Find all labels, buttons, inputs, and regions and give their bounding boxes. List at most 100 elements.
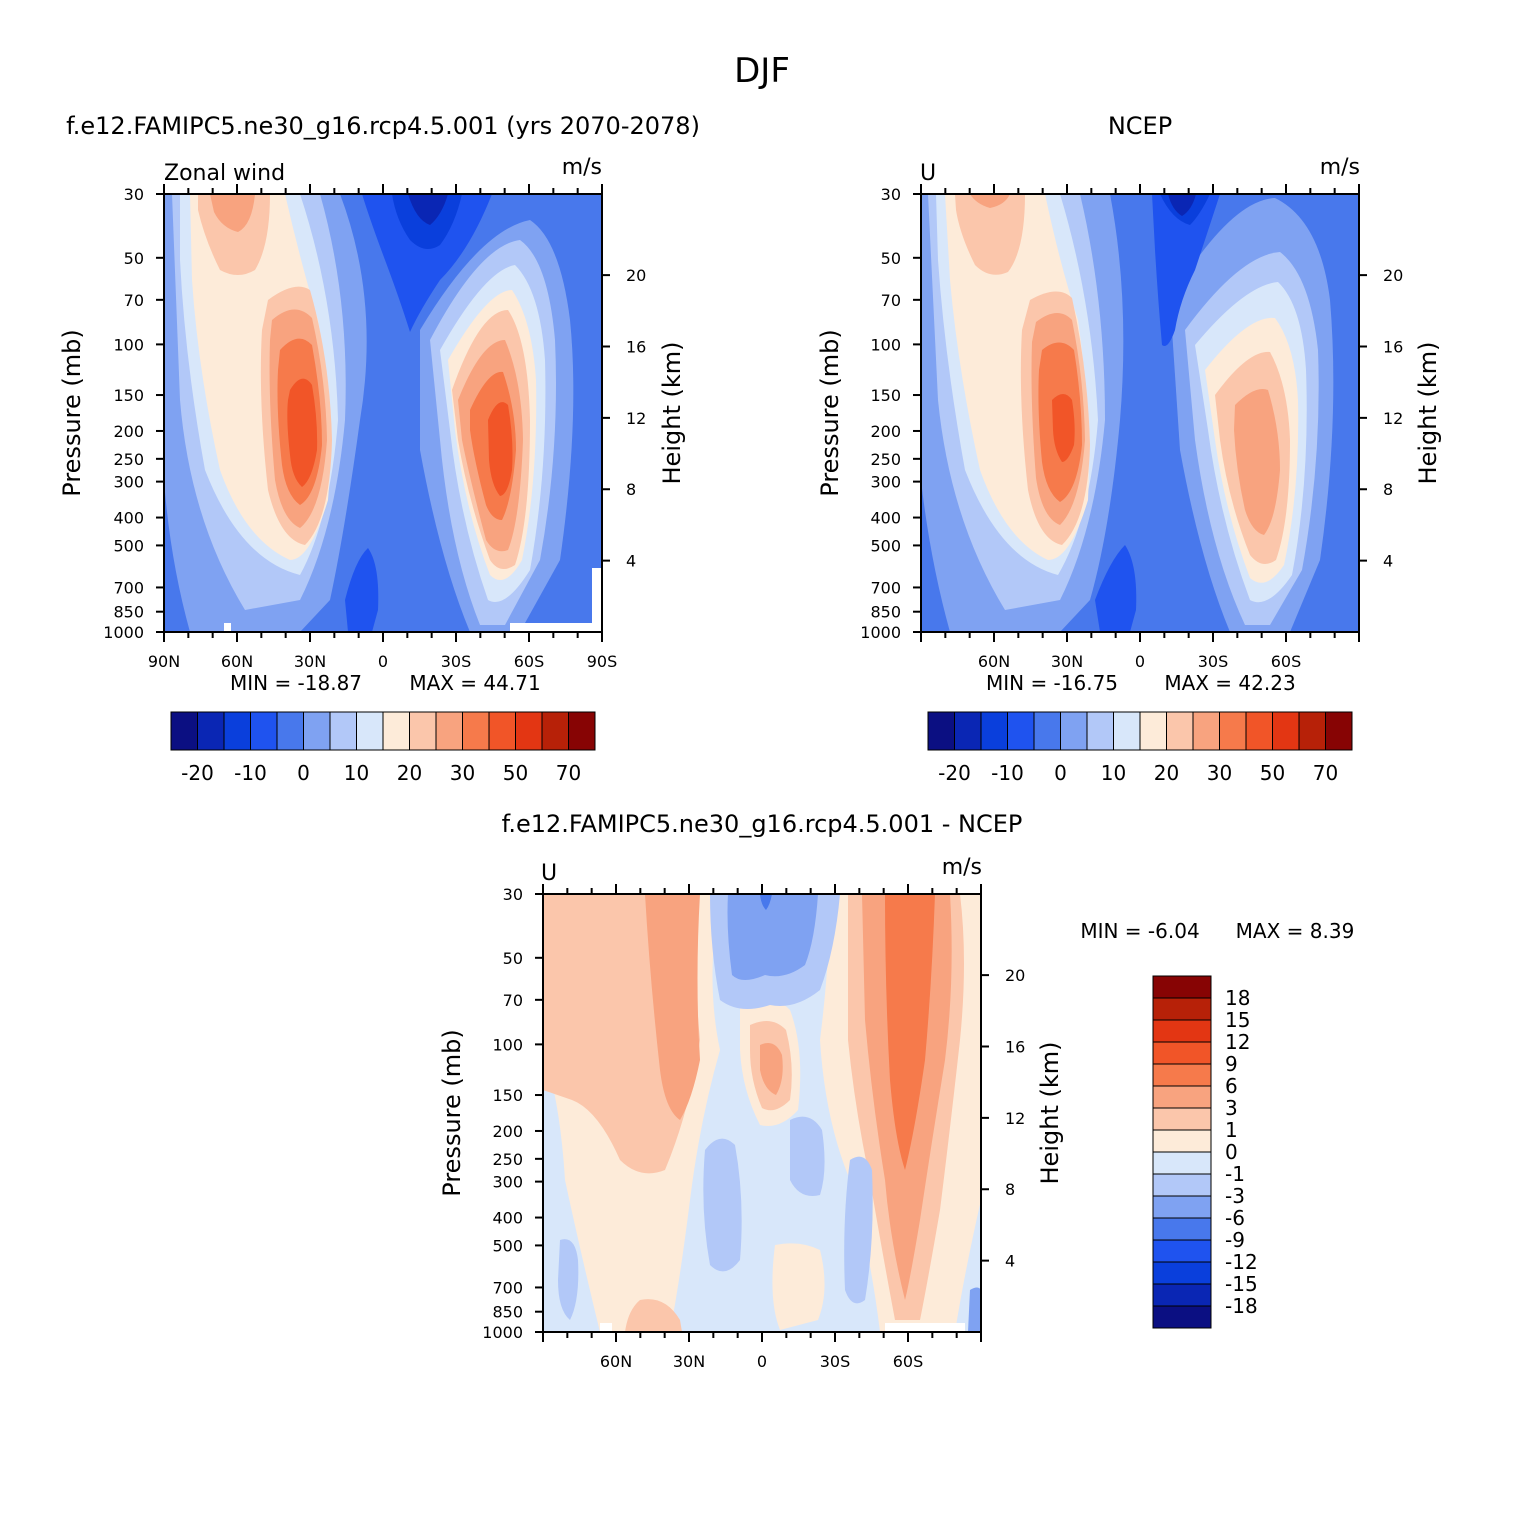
panel-right-units: m/s — [1320, 155, 1360, 180]
pressure-tick-label: 50 — [881, 249, 901, 268]
colorbar-swatch — [1152, 1041, 1212, 1065]
panel-right-min: MIN = -16.75 — [986, 671, 1118, 695]
x-tick-label: 60S — [1271, 652, 1302, 671]
panel-diff-contours — [543, 894, 981, 1332]
colorbar-swatch — [1152, 1019, 1212, 1043]
colorbar-swatch — [1086, 711, 1114, 751]
x-tick-label: 60S — [893, 1352, 924, 1371]
colorbar-swatch — [515, 711, 543, 751]
colorbar-label: 0 — [1225, 1140, 1238, 1164]
x-tick-label: 30S — [441, 652, 472, 671]
colorbar-swatch — [1152, 1107, 1212, 1131]
x-tick-label: 30N — [673, 1352, 705, 1371]
panel-right-colorbar: -20 -10 0 10 20 30 50 70 — [927, 711, 1353, 785]
pressure-tick-label: 100 — [113, 335, 144, 354]
height-tick-label: 20 — [626, 266, 646, 285]
colorbar-label: -12 — [1225, 1250, 1258, 1274]
colorbar-label: 0 — [1054, 761, 1067, 785]
colorbar-label: 50 — [1260, 761, 1285, 785]
height-tick-label: 20 — [1005, 966, 1025, 985]
colorbar-label: -6 — [1225, 1206, 1245, 1230]
colorbar-swatch — [409, 711, 437, 751]
panel-left-ylabel: Pressure (mb) — [58, 329, 86, 496]
contour-level-12 — [1052, 394, 1075, 462]
colorbar-label: 30 — [450, 761, 475, 785]
x-tick-label: 0 — [1135, 652, 1145, 671]
colorbar-label: 10 — [344, 761, 369, 785]
contour-level-10 — [760, 1042, 783, 1095]
pressure-tick-label: 50 — [503, 949, 523, 968]
x-tick-label: 0 — [378, 652, 388, 671]
x-tick-label: 60N — [600, 1352, 632, 1371]
panel-left-ylabel-right: Height (km) — [658, 342, 686, 485]
contour-level-3 — [345, 548, 379, 632]
x-tick-label: 30N — [1051, 652, 1083, 671]
colorbar-label: 9 — [1225, 1052, 1238, 1076]
panel-diff-min: MIN = -6.04 — [1080, 919, 1199, 943]
height-tick-label: 12 — [1383, 409, 1403, 428]
colorbar-label: 20 — [397, 761, 422, 785]
pressure-tick-label: 30 — [503, 885, 523, 904]
pressure-tick-label: 1000 — [482, 1323, 523, 1342]
colorbar-swatch — [1166, 711, 1194, 751]
pressure-tick-label: 150 — [870, 386, 901, 405]
contour-level-6 — [844, 1156, 873, 1304]
pressure-tick-label: 150 — [113, 386, 144, 405]
panel-diff-ylabel: Pressure (mb) — [438, 1029, 466, 1196]
colorbar-swatch — [197, 711, 225, 751]
height-tick-label: 16 — [1005, 1037, 1025, 1056]
colorbar-swatch — [1152, 1305, 1212, 1329]
colorbar-label: 3 — [1225, 1096, 1238, 1120]
pressure-tick-label: 700 — [113, 578, 144, 597]
colorbar-swatch — [1152, 1261, 1212, 1285]
height-tick-label: 8 — [626, 480, 636, 499]
panel-diff-ylabel-right: Height (km) — [1036, 1042, 1064, 1185]
colorbar-swatch — [356, 711, 384, 751]
colorbar-label: -3 — [1225, 1184, 1245, 1208]
colorbar-label: -20 — [181, 761, 214, 785]
colorbar-swatch — [303, 711, 331, 751]
colorbar-swatch — [1192, 711, 1220, 751]
pressure-tick-label: 30 — [124, 185, 144, 204]
colorbar-label: 0 — [297, 761, 310, 785]
panel-left-units: m/s — [562, 155, 602, 180]
contour-level-1 — [1168, 194, 1196, 216]
pressure-tick-label: 1000 — [860, 623, 901, 642]
colorbar-label: 12 — [1225, 1030, 1250, 1054]
colorbar-swatch — [927, 711, 955, 751]
colorbar-swatch — [276, 711, 304, 751]
pressure-tick-label: 250 — [492, 1150, 523, 1169]
colorbar-swatch — [1272, 711, 1300, 751]
pressure-tick-label: 250 — [870, 450, 901, 469]
colorbar-swatch — [250, 711, 278, 751]
colorbar-swatch — [568, 711, 596, 751]
missing-data — [224, 623, 231, 632]
colorbar-swatch — [1152, 1239, 1212, 1263]
colorbar-swatch — [1033, 711, 1061, 751]
contour-level-9 — [955, 194, 1025, 275]
pressure-tick-label: 1000 — [103, 623, 144, 642]
colorbar-label: -10 — [234, 761, 267, 785]
pressure-tick-label: 70 — [124, 291, 144, 310]
colorbar-swatch — [1152, 1195, 1212, 1219]
panel-left-variable: Zonal wind — [164, 161, 285, 186]
x-tick-label: 90N — [148, 652, 180, 671]
missing-data — [885, 1323, 965, 1332]
colorbar-label: -10 — [991, 761, 1024, 785]
height-tick-label: 12 — [1005, 1109, 1025, 1128]
height-tick-label: 16 — [626, 337, 646, 356]
pressure-tick-label: 850 — [492, 1303, 523, 1322]
panel-diff-title: f.e12.FAMIPC5.ne30_g16.rcp4.5.001 - NCEP — [502, 810, 1023, 838]
colorbar-label: -15 — [1225, 1272, 1258, 1296]
pressure-tick-label: 100 — [870, 335, 901, 354]
panel-left-contours — [164, 194, 602, 632]
x-tick-label: 0 — [757, 1352, 767, 1371]
colorbar-swatch — [462, 711, 490, 751]
panel-left: f.e12.FAMIPC5.ne30_g16.rcp4.5.001 (yrs 2… — [58, 112, 700, 785]
colorbar-label: -20 — [938, 761, 971, 785]
colorbar-swatch — [954, 711, 982, 751]
colorbar-swatch — [1245, 711, 1273, 751]
colorbar-swatch — [1152, 1129, 1212, 1153]
